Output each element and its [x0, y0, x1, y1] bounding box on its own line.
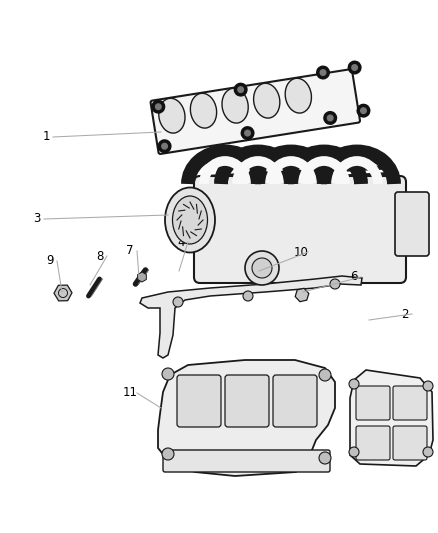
- FancyBboxPatch shape: [272, 375, 316, 427]
- Ellipse shape: [159, 98, 184, 133]
- Text: 11: 11: [122, 386, 137, 400]
- Circle shape: [244, 130, 251, 136]
- FancyBboxPatch shape: [162, 450, 329, 472]
- Circle shape: [329, 279, 339, 289]
- FancyBboxPatch shape: [355, 426, 389, 460]
- Circle shape: [173, 297, 183, 307]
- Ellipse shape: [253, 83, 279, 118]
- Circle shape: [315, 66, 329, 79]
- Circle shape: [240, 126, 254, 140]
- Polygon shape: [158, 360, 334, 476]
- Polygon shape: [349, 370, 432, 466]
- Text: 3: 3: [33, 213, 41, 225]
- Circle shape: [318, 369, 330, 381]
- Ellipse shape: [222, 88, 247, 123]
- Circle shape: [243, 291, 252, 301]
- Circle shape: [356, 103, 370, 118]
- Ellipse shape: [165, 188, 215, 253]
- Circle shape: [237, 86, 244, 93]
- Text: 7: 7: [126, 245, 134, 257]
- Circle shape: [348, 379, 358, 389]
- Circle shape: [161, 143, 168, 150]
- Text: 4: 4: [177, 236, 184, 248]
- Circle shape: [155, 103, 162, 110]
- Circle shape: [318, 452, 330, 464]
- FancyBboxPatch shape: [177, 375, 220, 427]
- Circle shape: [348, 447, 358, 457]
- FancyBboxPatch shape: [392, 426, 426, 460]
- Circle shape: [157, 139, 171, 153]
- FancyBboxPatch shape: [150, 69, 359, 154]
- Circle shape: [422, 447, 432, 457]
- Circle shape: [347, 61, 361, 75]
- Text: 2: 2: [400, 308, 408, 320]
- FancyBboxPatch shape: [392, 386, 426, 420]
- Ellipse shape: [285, 78, 311, 113]
- FancyBboxPatch shape: [355, 386, 389, 420]
- Text: 9: 9: [46, 254, 53, 268]
- Circle shape: [151, 100, 165, 114]
- Text: 10: 10: [293, 246, 308, 259]
- Circle shape: [233, 83, 247, 96]
- Text: 8: 8: [96, 249, 103, 262]
- Circle shape: [326, 115, 333, 122]
- FancyBboxPatch shape: [225, 375, 268, 427]
- Circle shape: [162, 368, 173, 380]
- Ellipse shape: [190, 93, 216, 128]
- Ellipse shape: [172, 196, 207, 244]
- Circle shape: [359, 107, 366, 114]
- Circle shape: [162, 448, 173, 460]
- Polygon shape: [140, 276, 361, 358]
- Circle shape: [251, 258, 272, 278]
- Text: 6: 6: [350, 271, 357, 284]
- FancyBboxPatch shape: [194, 176, 405, 283]
- FancyBboxPatch shape: [394, 192, 428, 256]
- Circle shape: [322, 111, 336, 125]
- Circle shape: [244, 251, 279, 285]
- Text: 1: 1: [42, 131, 49, 143]
- Circle shape: [319, 69, 326, 76]
- Circle shape: [350, 64, 357, 71]
- Circle shape: [422, 381, 432, 391]
